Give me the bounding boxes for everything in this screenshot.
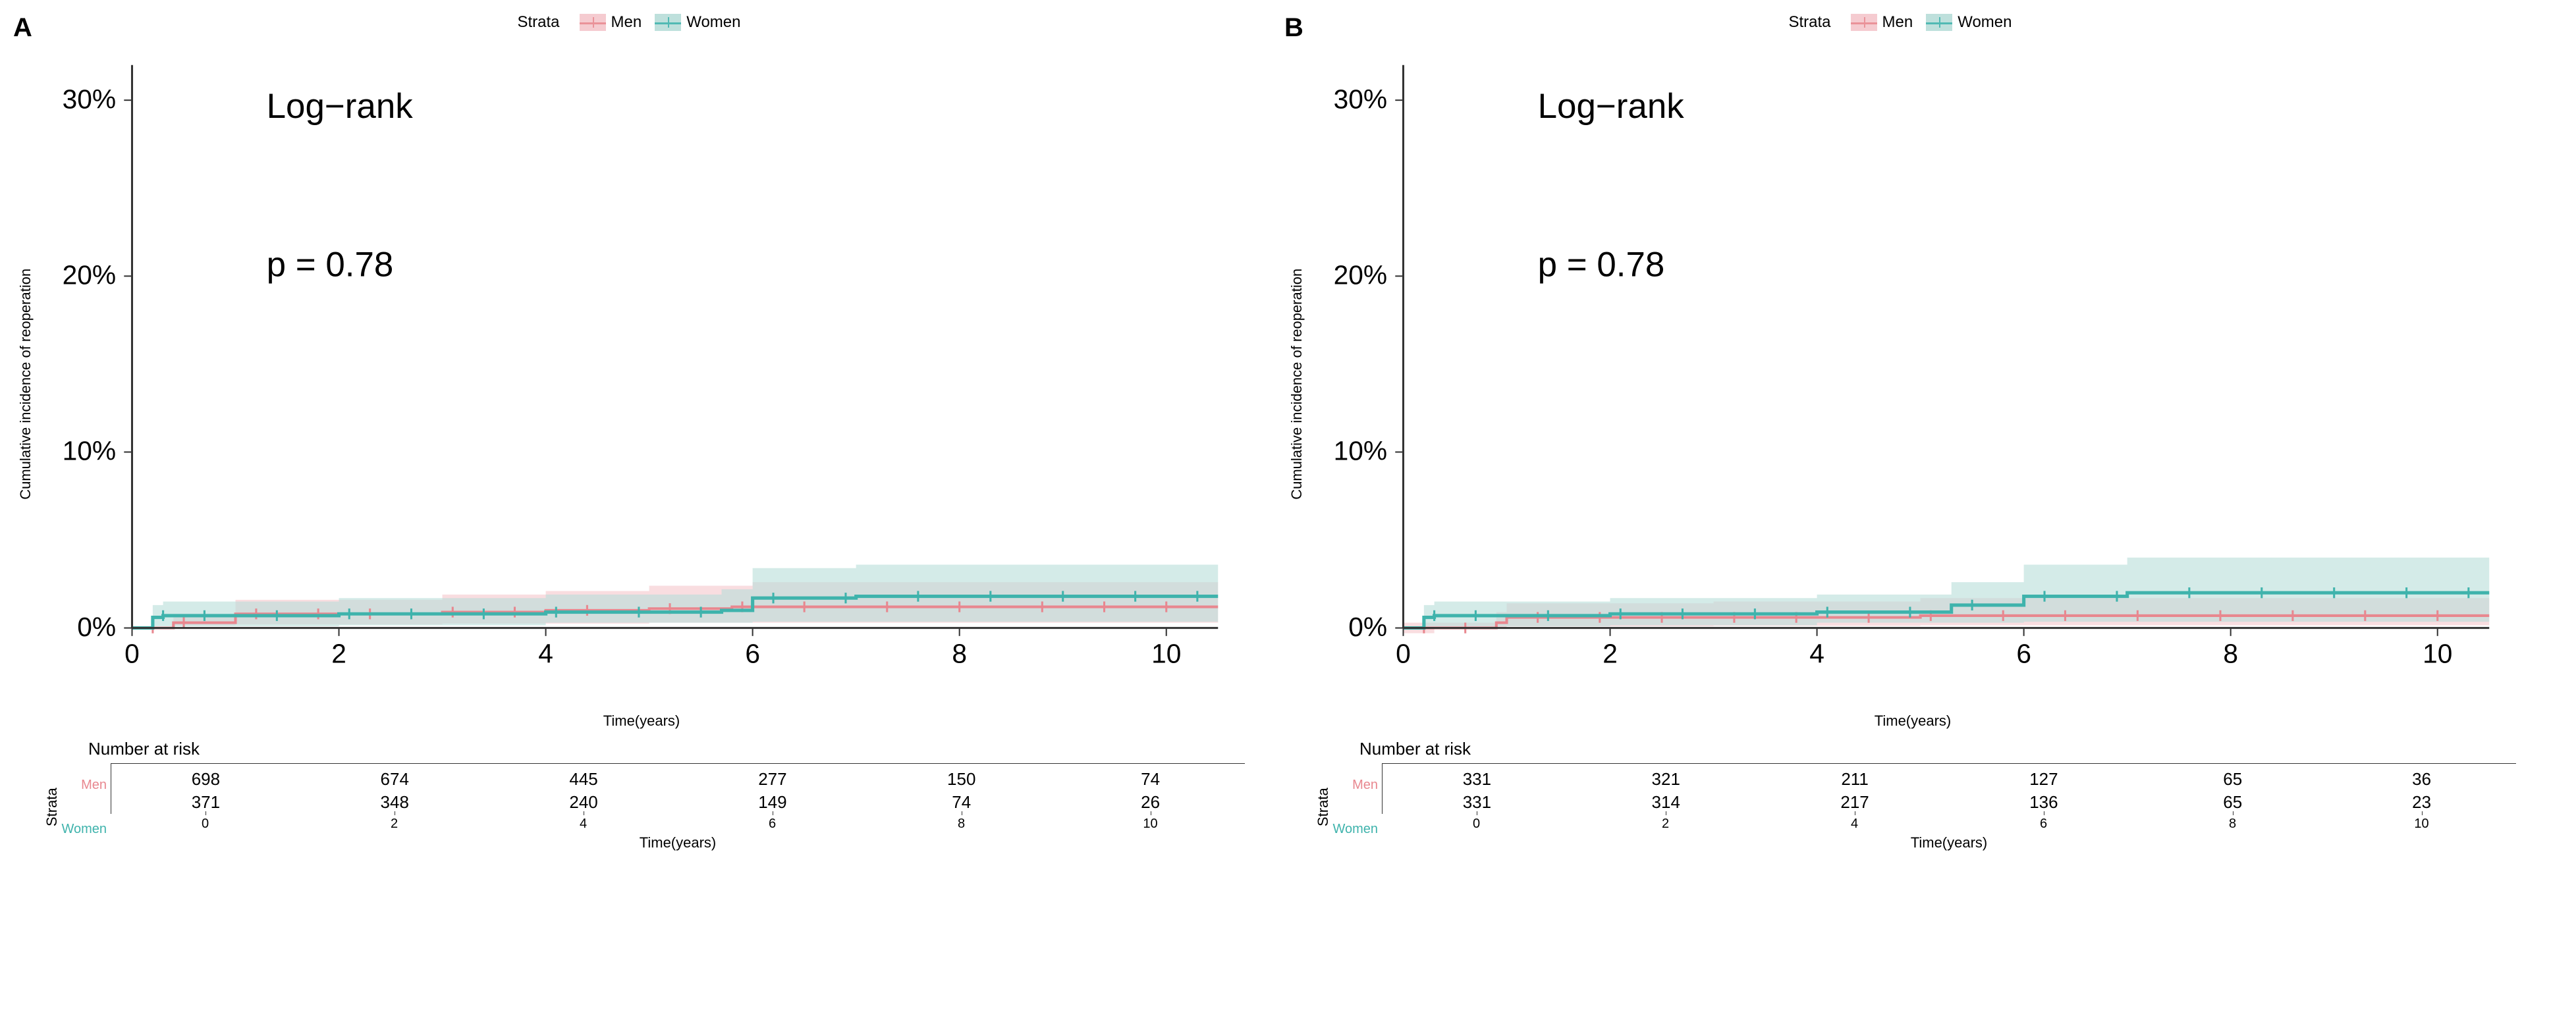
survival-plot: 0 2 4 6 8 10 0% 10% 20% 30% Log−rank p = 0.78 — [38, 38, 1245, 709]
x-axis-label: Time(years) — [1309, 712, 2516, 730]
risk-cell: 445 — [489, 768, 678, 791]
svg-text:20%: 20% — [63, 260, 116, 290]
risk-tick: 6 — [1949, 817, 2138, 832]
risk-table: Number at risk Strata MenWomen 698674445… — [40, 739, 1245, 851]
legend-swatch — [1926, 14, 1952, 31]
svg-text:8: 8 — [2223, 639, 2238, 669]
svg-text:4: 4 — [1809, 639, 1824, 669]
y-axis-label: Cumulative incidence of reoperation — [1284, 38, 1309, 730]
risk-tick: 4 — [1760, 817, 1949, 832]
risk-cell: 321 — [1572, 768, 1761, 791]
risk-title: Number at risk — [88, 739, 1245, 759]
risk-ylabel: Strata — [1311, 763, 1332, 851]
risk-cell: 65 — [2138, 791, 2327, 814]
svg-text:10: 10 — [1151, 639, 1181, 669]
legend-item: Women — [655, 13, 740, 32]
legend-label: Men — [1882, 13, 1913, 32]
risk-cell: 371 — [111, 791, 300, 814]
risk-cell: 331 — [1383, 768, 1572, 791]
risk-tick: 10 — [2327, 817, 2516, 832]
annotation-text: Log−rank — [267, 87, 414, 126]
risk-tick: 0 — [111, 817, 300, 832]
annotation-text: p = 0.78 — [267, 245, 394, 284]
risk-title: Number at risk — [1359, 739, 2516, 759]
survival-plot: 0 2 4 6 8 10 0% 10% 20% 30% Log−rank p = 0.78 — [1309, 38, 2516, 709]
risk-cell: 240 — [489, 791, 678, 814]
risk-tick: 4 — [489, 817, 678, 832]
legend-item: Men — [1851, 13, 1913, 32]
svg-text:10%: 10% — [63, 436, 116, 466]
annotation-text: Log−rank — [1538, 87, 1685, 126]
risk-tick: 10 — [1056, 817, 1245, 832]
svg-text:6: 6 — [2016, 639, 2031, 669]
legend-item: Men — [580, 13, 642, 32]
legend-label: Women — [1958, 13, 2012, 32]
risk-cell: 127 — [1950, 768, 2139, 791]
legend-swatch — [580, 14, 606, 31]
risk-cell: 136 — [1950, 791, 2139, 814]
risk-cell: 331 — [1383, 791, 1572, 814]
risk-row-label: Women — [61, 822, 107, 837]
svg-text:30%: 30% — [1334, 84, 1387, 114]
risk-tick: 6 — [678, 817, 867, 832]
risk-tick: 8 — [867, 817, 1056, 832]
svg-text:0: 0 — [124, 639, 140, 669]
risk-cell: 698 — [111, 768, 300, 791]
legend-title: Strata — [1789, 13, 1831, 32]
svg-text:20%: 20% — [1334, 260, 1387, 290]
risk-ylabel: Strata — [40, 763, 61, 851]
risk-table: Number at risk Strata Men Women 331321211… — [1311, 739, 2516, 851]
risk-tick: 2 — [300, 817, 489, 832]
risk-xlabel: Time(years) — [111, 834, 1245, 851]
svg-text:10%: 10% — [1334, 436, 1387, 466]
risk-tick: 8 — [2138, 817, 2327, 832]
risk-cell: 74 — [867, 791, 1056, 814]
legend-swatch — [655, 14, 681, 31]
svg-text:2: 2 — [331, 639, 346, 669]
risk-cell: 211 — [1761, 768, 1950, 791]
risk-cell: 217 — [1761, 791, 1950, 814]
risk-cell: 36 — [2327, 768, 2516, 791]
risk-cell: 65 — [2138, 768, 2327, 791]
risk-cell: 674 — [300, 768, 489, 791]
svg-text:4: 4 — [538, 639, 553, 669]
panel-B: B Strata Men Women Cumulative incidence … — [1284, 13, 2516, 851]
risk-tick: 0 — [1382, 817, 1571, 832]
risk-cell: 149 — [678, 791, 867, 814]
risk-row-label: Women — [1332, 822, 1378, 837]
panel-A: A Strata Men Women Cumulative incidence … — [13, 13, 1245, 851]
legend-label: Men — [611, 13, 642, 32]
risk-cell: 74 — [1056, 768, 1245, 791]
legend: Strata Men Women — [13, 13, 1245, 32]
annotation-text: p = 0.78 — [1538, 245, 1665, 284]
legend-swatch — [1851, 14, 1877, 31]
svg-text:0: 0 — [1396, 639, 1411, 669]
risk-xlabel: Time(years) — [1382, 834, 2516, 851]
risk-cell: 348 — [300, 791, 489, 814]
svg-text:0%: 0% — [77, 612, 116, 642]
risk-row-label: Men — [1332, 778, 1378, 793]
legend-item: Women — [1926, 13, 2012, 32]
svg-text:30%: 30% — [63, 84, 116, 114]
svg-text:6: 6 — [745, 639, 760, 669]
risk-cell: 150 — [867, 768, 1056, 791]
svg-text:8: 8 — [952, 639, 967, 669]
svg-text:0%: 0% — [1348, 612, 1387, 642]
risk-row-label: Men — [61, 778, 107, 793]
risk-cell: 277 — [678, 768, 867, 791]
y-axis-label: Cumulative incidence of reoperation — [13, 38, 38, 730]
x-axis-label: Time(years) — [38, 712, 1245, 730]
legend-label: Women — [686, 13, 740, 32]
svg-text:2: 2 — [1603, 639, 1618, 669]
risk-cell: 23 — [2327, 791, 2516, 814]
risk-cell: 26 — [1056, 791, 1245, 814]
legend: Strata Men Women — [1284, 13, 2516, 32]
svg-text:10: 10 — [2423, 639, 2452, 669]
legend-title: Strata — [518, 13, 560, 32]
risk-tick: 2 — [1571, 817, 1760, 832]
risk-cell: 314 — [1572, 791, 1761, 814]
